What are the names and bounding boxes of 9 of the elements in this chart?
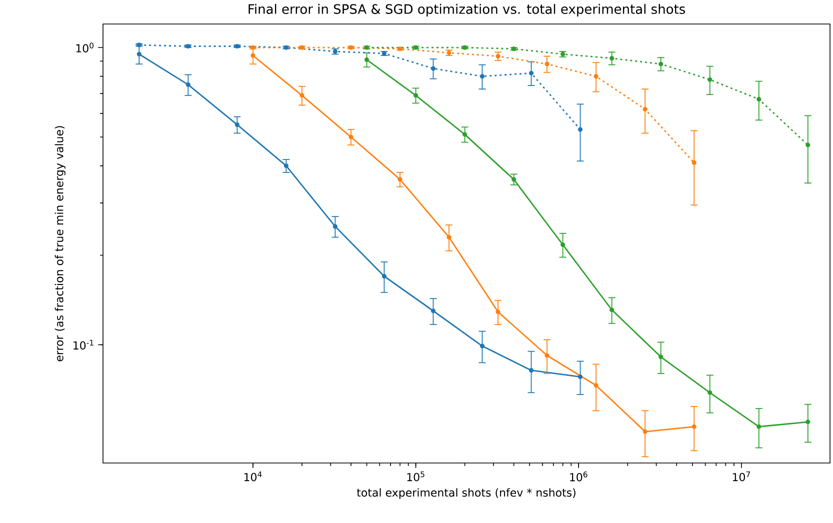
y-tick-label: 10$^{0}$ — [76, 42, 94, 52]
x-tick-label: 10$^{6}$ — [570, 472, 588, 482]
y-tick-label: 10$^{-1}$ — [74, 340, 94, 350]
y-axis-title: error (as fraction of true min energy value) — [54, 126, 66, 362]
x-tick-label: 10$^{4}$ — [244, 472, 262, 482]
chart-title: Final error in SPSA & SGD optimization vs. total experimental shots — [248, 4, 686, 16]
x-axis-title: total experimental shots (nfev * nshots) — [356, 488, 576, 499]
x-tick-label: 10$^{7}$ — [732, 472, 750, 482]
x-tick-label: 10$^{5}$ — [407, 472, 424, 482]
